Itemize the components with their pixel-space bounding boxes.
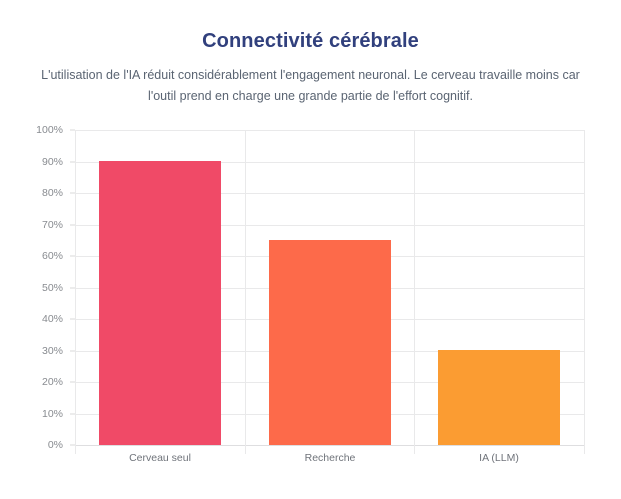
- y-axis-tick-mark: [70, 381, 75, 383]
- y-axis-tick-mark: [70, 129, 75, 131]
- y-axis-tick-label: 100%: [36, 124, 63, 136]
- bar[interactable]: [99, 161, 221, 445]
- bar[interactable]: [438, 350, 560, 445]
- y-axis-tick-mark: [70, 413, 75, 414]
- gridline: [75, 130, 584, 131]
- gridline: [75, 193, 584, 194]
- y-axis-tick-label: 90%: [41, 155, 63, 168]
- gridline: [75, 161, 584, 163]
- y-axis-tick-mark: [70, 287, 75, 288]
- y-axis-tick-label: 30%: [41, 344, 63, 357]
- gridlines: 0% 10% 20% 30% 40% 50% 60% 70% 80% 90% 100%: [36, 124, 585, 454]
- y-axis-tick-label: 70%: [41, 218, 63, 231]
- y-axis-tick-label: 20%: [41, 376, 63, 388]
- category-divider-gridline: [584, 130, 585, 454]
- gridline: [75, 224, 584, 226]
- y-axis-tick-mark: [70, 224, 75, 225]
- category-divider-gridline: [75, 130, 76, 454]
- bar[interactable]: [269, 240, 391, 445]
- gridline: [75, 445, 584, 446]
- y-axis-tick-mark: [70, 255, 75, 257]
- bars-layer: [75, 130, 584, 445]
- y-axis-tick-mark: [70, 350, 75, 351]
- y-axis-tick-label: 0%: [47, 439, 63, 451]
- y-axis-tick-label: 10%: [41, 407, 63, 420]
- chart-subtitle: L'utilisation de l'IA réduit considérabl…: [41, 68, 580, 103]
- category-divider-gridline: [414, 130, 415, 454]
- plot-area: 0% 10% 20% 30% 40% 50% 60% 70% 80% 90% 100%: [36, 124, 585, 454]
- y-axis-tick-label: 80%: [41, 187, 63, 199]
- chart-title: Connectivité cérébrale: [202, 30, 419, 52]
- x-axis-category-label: IA (LLM): [479, 452, 519, 464]
- x-axis-labels: Cerveau seul Recherche IA (LLM): [75, 452, 584, 472]
- y-axis-tick-label: 40%: [41, 313, 63, 325]
- y-axis-tick-mark: [70, 444, 75, 446]
- y-axis-tick-label: 60%: [41, 250, 63, 262]
- x-axis-category-label: Cerveau seul: [129, 452, 191, 464]
- y-axis-tick-mark: [70, 318, 75, 320]
- y-axis-tick-label: 50%: [41, 281, 63, 294]
- x-axis-category-label: Recherche: [304, 452, 356, 464]
- y-axis-tick-mark: [70, 161, 75, 162]
- y-axis-tick-mark: [70, 192, 75, 194]
- category-divider-gridline: [245, 130, 246, 454]
